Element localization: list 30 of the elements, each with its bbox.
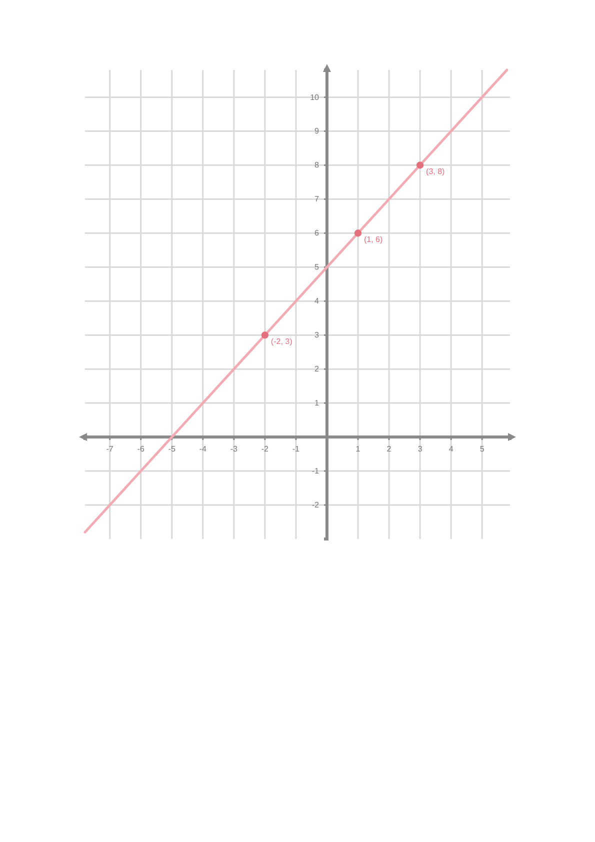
x-tick-label: -6: [137, 444, 145, 454]
y-tick-label: 7: [314, 194, 320, 204]
y-tick-label: 2: [314, 364, 320, 374]
x-tick-label: -2: [261, 444, 270, 454]
x-tick-label: 3: [418, 444, 423, 454]
x-tick-label: 1: [356, 444, 361, 454]
point: [354, 230, 362, 237]
x-tick-label: 4: [448, 444, 454, 454]
x-tick-label: 2: [386, 444, 392, 454]
y-tick-label: 10: [310, 92, 320, 102]
x-tick-label: -4: [199, 444, 207, 454]
y-tick-label: 6: [314, 228, 320, 238]
y-tick-label: -1: [312, 466, 320, 476]
x-tick-label: -5: [168, 444, 176, 454]
point: [416, 162, 424, 169]
y-tick-label: 8: [314, 160, 320, 170]
y-tick-label: 4: [314, 296, 320, 306]
annotation: (3, 8): [426, 167, 446, 176]
y-tick-label: 1: [314, 398, 320, 408]
y-tick-label: 3: [314, 330, 320, 340]
y-tick-label: -2: [312, 500, 320, 510]
annotation: (-2, 3): [270, 337, 293, 346]
x-tick-label: -3: [230, 444, 238, 454]
y-tick-label: 5: [314, 262, 320, 272]
x-tick-label: -7: [106, 444, 114, 454]
annotation: (1, 6): [364, 235, 383, 244]
x-tick-label: 5: [480, 444, 485, 454]
y-tick-label: 9: [314, 126, 320, 136]
point: [261, 332, 268, 339]
x-tick-label: -1: [292, 444, 300, 454]
